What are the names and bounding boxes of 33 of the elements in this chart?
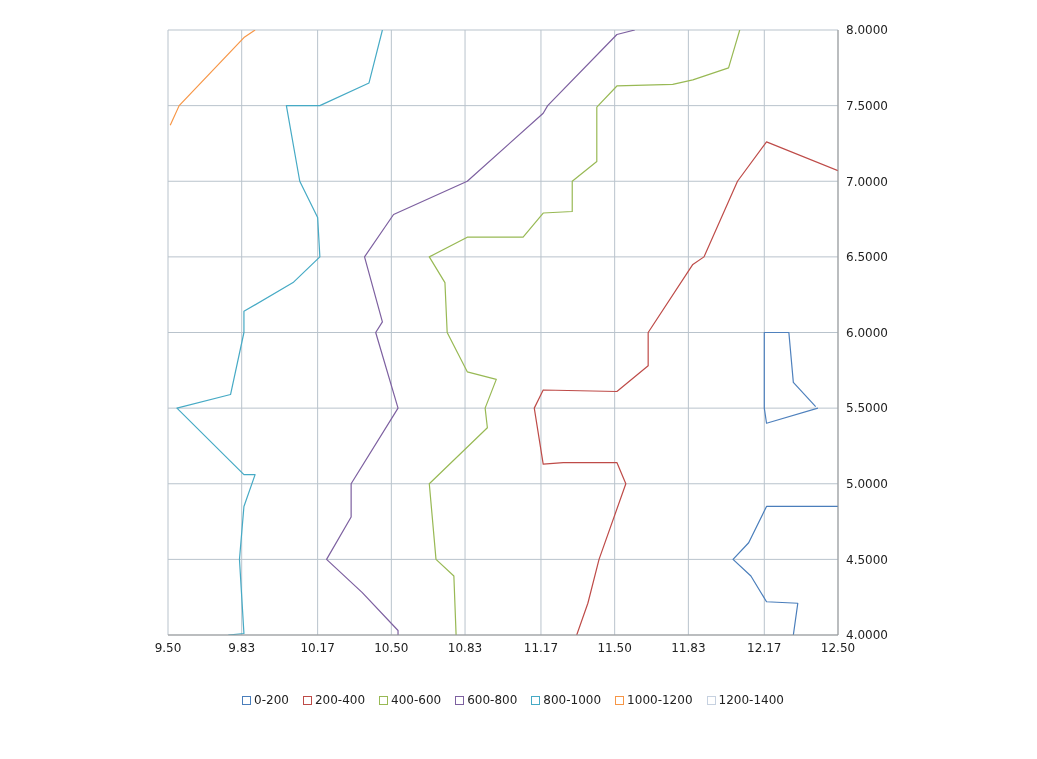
legend-label: 400-600 bbox=[390, 693, 442, 707]
x-tick-label: 9.83 bbox=[228, 640, 256, 655]
y-tick-label: 6.0000 bbox=[846, 325, 888, 340]
line-series bbox=[763, 331, 819, 424]
y-tick-label: 7.0000 bbox=[846, 174, 888, 189]
legend-label: 1000-1200 bbox=[626, 693, 693, 707]
legend-label: 1200-1400 bbox=[717, 693, 784, 707]
x-tick-label: 10.17 bbox=[300, 640, 335, 655]
x-tick-label: 12.17 bbox=[747, 640, 782, 655]
x-tick-label: 11.17 bbox=[523, 640, 559, 655]
legend-label: 800-1000 bbox=[542, 693, 602, 707]
legend-label: 600-800 bbox=[466, 693, 518, 707]
y-tick-label: 7.5000 bbox=[846, 98, 888, 113]
x-tick-label: 9.50 bbox=[154, 640, 182, 655]
y-tick-label: 6.5000 bbox=[846, 250, 888, 265]
line-series bbox=[169, 30, 256, 126]
x-tick-label: 10.83 bbox=[447, 640, 483, 655]
legend-label: 200-400 bbox=[313, 693, 366, 707]
line-series bbox=[428, 30, 741, 635]
line-series bbox=[325, 30, 636, 635]
line-series bbox=[533, 141, 838, 635]
x-tick-label: 12.50 bbox=[820, 640, 856, 655]
line-series bbox=[176, 30, 383, 635]
line-series bbox=[732, 505, 838, 635]
legend-label: 0-200 bbox=[253, 693, 289, 707]
y-tick-label: 8.0000 bbox=[846, 23, 888, 38]
y-tick-label: 5.0000 bbox=[846, 477, 888, 492]
y-tick-label: 4.0000 bbox=[846, 628, 888, 643]
x-tick-label: 10.50 bbox=[374, 640, 409, 655]
x-tick-label: 11.50 bbox=[597, 640, 632, 655]
y-tick-label: 5.5000 bbox=[846, 401, 888, 416]
x-tick-label: 11.83 bbox=[671, 640, 706, 655]
y-tick-label: 4.5000 bbox=[846, 552, 888, 567]
